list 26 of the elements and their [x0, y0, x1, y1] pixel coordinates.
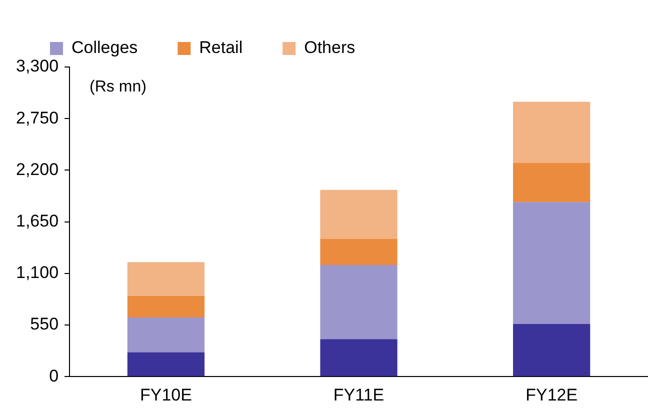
bar	[320, 190, 398, 239]
y-tick-label: 2,200	[16, 160, 59, 179]
bar	[127, 296, 205, 318]
legend-label: Colleges	[72, 38, 138, 58]
bar	[513, 162, 590, 202]
bar	[127, 317, 205, 352]
y-tick-label: 0	[49, 366, 59, 386]
y-tick-label: 3,300	[16, 56, 59, 76]
x-tick-label: FY11E	[333, 385, 384, 404]
y-tick-label: 550	[30, 314, 59, 334]
y-tick-label: 2,750	[16, 108, 59, 128]
bar	[320, 264, 398, 340]
y-tick-label: 1,650	[16, 211, 59, 230]
legend-label: Others	[304, 38, 356, 58]
bar	[127, 262, 205, 296]
bar	[320, 339, 398, 376]
x-tick-label: FY12E	[526, 385, 578, 404]
y-tick-label: 1,100	[16, 263, 59, 282]
bar	[513, 202, 590, 324]
bar	[513, 102, 590, 163]
x-tick-label: FY10E	[140, 385, 192, 404]
bar	[320, 238, 398, 265]
annotation: (Rs mn)	[90, 78, 146, 96]
legend-label: Retail	[199, 38, 243, 58]
bar	[127, 352, 205, 376]
bar	[513, 324, 590, 376]
